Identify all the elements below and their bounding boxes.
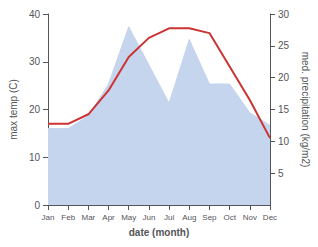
svg-text:15: 15 — [278, 104, 290, 115]
svg-text:40: 40 — [29, 9, 41, 20]
svg-text:20: 20 — [29, 104, 41, 115]
svg-text:Apr: Apr — [102, 213, 115, 222]
svg-text:0: 0 — [34, 200, 40, 211]
svg-text:30: 30 — [29, 56, 41, 67]
svg-text:Sep: Sep — [202, 213, 217, 222]
svg-text:Jul: Jul — [164, 213, 174, 222]
svg-text:Aug: Aug — [182, 213, 196, 222]
svg-text:date (month): date (month) — [129, 227, 190, 238]
svg-text:May: May — [121, 213, 136, 222]
svg-text:30: 30 — [278, 9, 290, 20]
svg-text:Nov: Nov — [243, 213, 257, 222]
svg-text:Mar: Mar — [81, 213, 95, 222]
svg-text:max temp (C): max temp (C) — [8, 79, 19, 140]
svg-text:10: 10 — [29, 152, 41, 163]
svg-text:Feb: Feb — [61, 213, 75, 222]
svg-text:5: 5 — [278, 168, 284, 179]
svg-text:med. precipitation (kg/m2): med. precipitation (kg/m2) — [300, 52, 311, 168]
svg-text:Jun: Jun — [142, 213, 155, 222]
svg-text:Oct: Oct — [223, 213, 236, 222]
svg-text:Dec: Dec — [263, 213, 277, 222]
svg-text:20: 20 — [278, 72, 290, 83]
svg-text:25: 25 — [278, 40, 290, 51]
svg-text:Jan: Jan — [42, 213, 55, 222]
svg-text:10: 10 — [278, 136, 290, 147]
